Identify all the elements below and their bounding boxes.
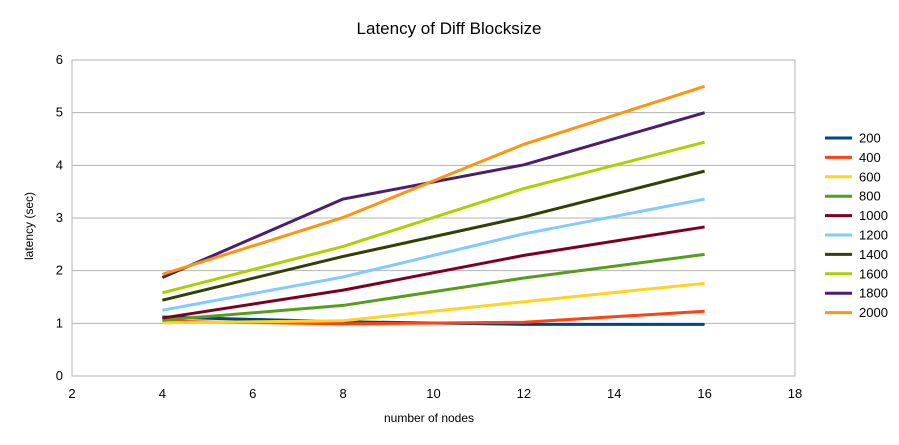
series-line-1200 — [162, 197, 705, 312]
series-line-2000 — [161, 84, 706, 276]
x-axis-title: number of nodes — [384, 411, 474, 425]
legend-label-800: 800 — [859, 189, 881, 204]
legend-label-1200: 1200 — [859, 228, 888, 243]
series-lines — [161, 84, 706, 326]
y-axis-tick-labels: 0 1 2 3 4 5 6 — [56, 52, 63, 383]
legend-label-600: 600 — [859, 169, 881, 184]
y-tick-label: 0 — [56, 368, 63, 383]
x-axis-tick-labels: 2 4 6 8 10 12 14 16 18 — [68, 386, 802, 401]
chart-title: Latency of Diff Blocksize — [357, 19, 542, 38]
y-tick-label: 2 — [56, 263, 63, 278]
legend: 200 400 600 800 1000 1200 1400 1600 1800 2000 — [825, 131, 888, 320]
series-line-1600 — [162, 140, 705, 295]
series-line-1400 — [162, 169, 705, 302]
legend-label-200: 200 — [859, 131, 881, 146]
y-tick-label: 3 — [56, 210, 63, 225]
x-tick-label: 10 — [426, 386, 440, 401]
legend-label-1400: 1400 — [859, 247, 888, 262]
x-tick-label: 6 — [249, 386, 256, 401]
x-tick-label: 18 — [788, 386, 802, 401]
y-tick-label: 4 — [56, 157, 63, 172]
legend-label-1000: 1000 — [859, 208, 888, 223]
legend-label-2000: 2000 — [859, 305, 888, 320]
plot-area-border — [71, 59, 796, 377]
legend-label-1600: 1600 — [859, 266, 888, 281]
x-tick-label: 2 — [68, 386, 75, 401]
x-tick-label: 4 — [159, 386, 166, 401]
y-tick-label: 6 — [56, 52, 63, 67]
series-line-600 — [162, 281, 705, 325]
series-line-800 — [162, 252, 705, 322]
x-tick-label: 12 — [517, 386, 531, 401]
y-tick-label: 1 — [56, 315, 63, 330]
x-tick-label: 8 — [340, 386, 347, 401]
legend-label-1800: 1800 — [859, 286, 888, 301]
legend-label-400: 400 — [859, 150, 881, 165]
y-axis-title: latency (sec) — [22, 192, 36, 260]
y-tick-label: 5 — [56, 105, 63, 120]
x-tick-label: 14 — [607, 386, 621, 401]
x-tick-label: 16 — [697, 386, 711, 401]
series-line-1000 — [162, 225, 705, 320]
